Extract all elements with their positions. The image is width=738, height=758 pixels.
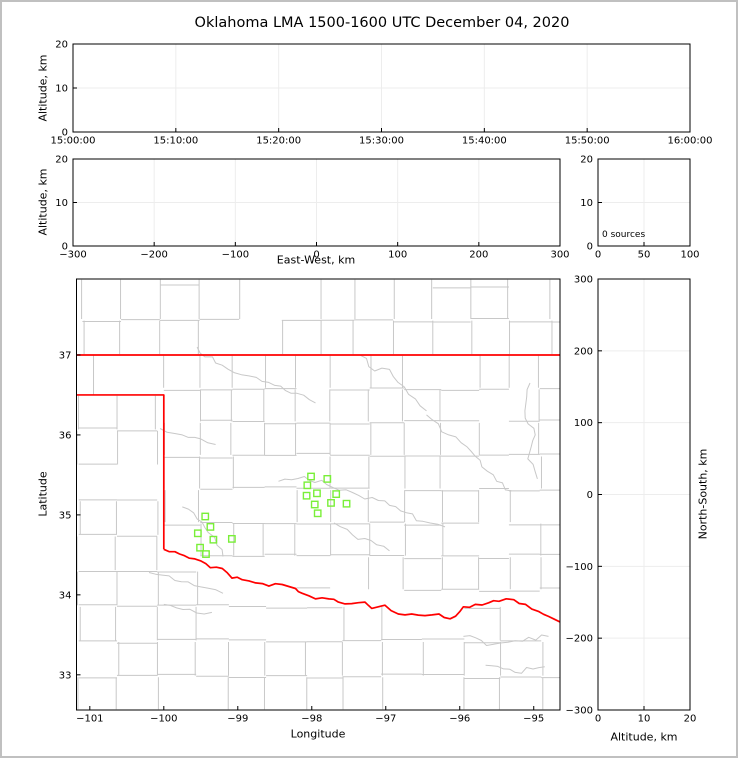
y-tick-label: 0 (62, 128, 68, 139)
x-tick-label: 20 (684, 714, 697, 725)
x-tick-label: −300 (59, 250, 86, 261)
station-marker (323, 475, 332, 483)
state-border-red-river (163, 548, 560, 623)
x-tick-label: −96 (449, 714, 470, 725)
panel-gridlines (598, 159, 690, 246)
station-marker (310, 500, 319, 509)
y-tick-label: 37 (59, 350, 72, 361)
panel-ticks: 15:00:00 15:10:00 15:20:00 15:30:00 15:40:00… (51, 40, 713, 147)
panel-ticks: 0 50 100 0 10 20 (580, 155, 699, 261)
panel-gridlines (598, 279, 690, 710)
x-tick-label: 10 (638, 714, 651, 725)
y-tick-label: 34 (59, 590, 72, 601)
x-tick-label: 0 (595, 714, 601, 725)
station-marker (327, 498, 335, 507)
station-marker (332, 490, 341, 499)
y-tick-label: 300 (574, 275, 593, 286)
panel-time-height: 15:00:00 15:10:00 15:20:00 15:30:00 15:40:00… (51, 40, 713, 147)
station-marker (313, 509, 322, 518)
panel-plan-view: −101 −100 −99 −98 −97 −96 −95 33 34 35 36 37 (59, 278, 561, 725)
y-tick-label: 36 (59, 430, 72, 441)
time-height-ylabel: Altitude, km (36, 54, 50, 122)
y-tick-label: 0 (587, 490, 593, 501)
x-tick-label: −101 (76, 714, 103, 725)
y-tick-label: 20 (580, 155, 593, 166)
panel-ticks: −101 −100 −99 −98 −97 −96 −95 33 34 35 36 37 (59, 350, 545, 724)
station-marker (206, 522, 215, 531)
panel-gridlines (73, 159, 560, 246)
x-tick-label: 15:50:00 (565, 136, 610, 147)
station-marker (209, 535, 218, 544)
x-tick-label: 16:00:00 (668, 136, 713, 147)
x-tick-label: 0 (595, 250, 601, 261)
x-tick-label: −95 (523, 714, 544, 725)
source-count-annotation: 0 sources (602, 230, 646, 240)
map-county-lines (76, 279, 560, 710)
x-tick-label: 50 (638, 250, 651, 261)
ns-height-ylabel: North-South, km (696, 448, 710, 540)
ns-height-xlabel: Altitude, km (610, 730, 678, 744)
plan-view-ylabel: Latitude (36, 471, 50, 517)
y-tick-label: 10 (580, 198, 593, 209)
y-tick-label: 0 (62, 242, 68, 253)
station-marker (202, 550, 210, 558)
x-tick-label: 15:00:00 (51, 136, 96, 147)
panel-ticks: −300 −200 −100 0 100 200 300 0 10 20 (55, 155, 569, 261)
x-tick-label: 15:40:00 (462, 136, 507, 147)
x-tick-label: 100 (388, 250, 407, 261)
station-marker (313, 489, 321, 498)
y-tick-label: 200 (574, 346, 593, 357)
x-tick-label: 15:30:00 (359, 136, 404, 147)
map-rivers (148, 346, 549, 674)
y-tick-label: 100 (574, 418, 593, 429)
y-tick-label: −100 (566, 562, 593, 573)
y-tick-label: 33 (59, 670, 72, 681)
panel-ticks: 0 10 20 300 200 100 0 −100 −200 −300 (566, 275, 697, 725)
panel-source-count: 0 50 100 0 10 20 (580, 155, 699, 261)
ew-height-ylabel: Altitude, km (36, 168, 50, 236)
y-tick-label: 10 (55, 84, 68, 95)
station-marker (342, 499, 351, 508)
station-marker (302, 491, 311, 500)
y-tick-label: −300 (566, 706, 593, 717)
station-marker (307, 472, 315, 481)
state-border (76, 354, 560, 623)
map-content (76, 279, 560, 710)
x-tick-label: −100 (150, 714, 177, 725)
plan-view-xlabel: Longitude (290, 727, 346, 741)
state-border-west (76, 394, 165, 550)
x-tick-label: −99 (227, 714, 248, 725)
station-marker (303, 481, 312, 490)
panel-ew-height: −300 −200 −100 0 100 200 300 0 10 20 (55, 155, 569, 261)
y-tick-label: 20 (55, 40, 68, 51)
station-marker (227, 534, 236, 543)
x-tick-label: 0 (313, 250, 319, 261)
x-tick-label: 300 (550, 250, 569, 261)
x-tick-label: −200 (140, 250, 167, 261)
plot-title: Oklahoma LMA 1500-1600 UTC December 04, … (194, 15, 570, 31)
y-tick-label: −200 (566, 634, 593, 645)
ew-height-xlabel: East-West, km (276, 253, 356, 267)
x-tick-label: 15:20:00 (256, 136, 301, 147)
panel-ns-height: 0 10 20 300 200 100 0 −100 −200 −300 (566, 275, 697, 725)
y-tick-label: 0 (587, 242, 593, 253)
y-tick-label: 35 (59, 510, 72, 521)
x-tick-label: −98 (301, 714, 322, 725)
y-tick-label: 20 (55, 155, 68, 166)
panel-gridlines (73, 44, 690, 132)
x-tick-label: −100 (222, 250, 249, 261)
x-tick-label: −97 (375, 714, 396, 725)
x-tick-label: 100 (680, 250, 699, 261)
station-marker (201, 512, 210, 521)
station-marker (193, 529, 202, 538)
station-marker (196, 543, 204, 552)
lma-stations (193, 472, 351, 558)
y-tick-label: 10 (55, 198, 68, 209)
x-tick-label: 15:10:00 (153, 136, 198, 147)
x-tick-label: 200 (469, 250, 488, 261)
